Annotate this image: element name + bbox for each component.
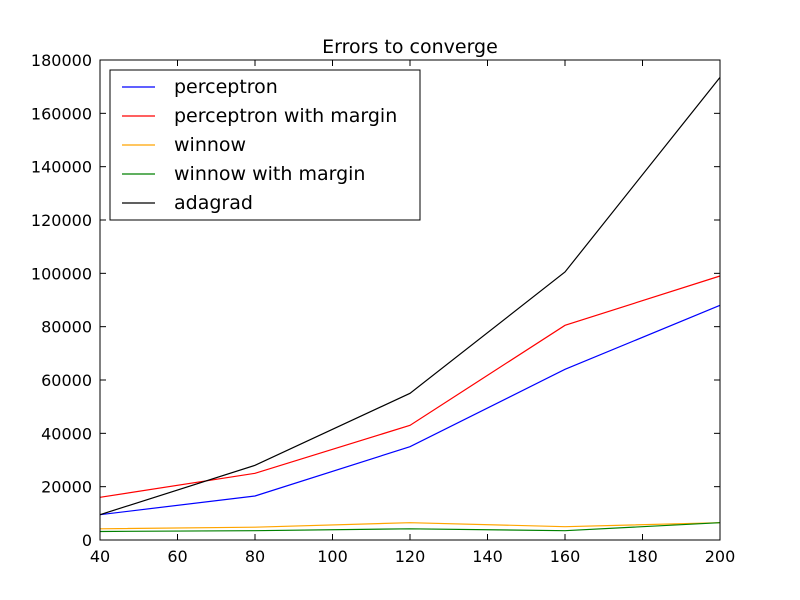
x-tick-label: 40 [90,547,110,566]
x-tick-label: 200 [705,547,736,566]
y-tick-label: 0 [82,531,92,550]
series-line-2 [99,522,721,530]
y-tick-label: 120000 [31,211,92,230]
x-tick-label: 140 [472,547,503,566]
x-tick-label: 80 [245,547,265,566]
series-line-4 [99,76,721,516]
y-tick-label: 160000 [31,104,92,123]
legend-label-1: perceptron with margin [174,105,397,127]
legend-label-4: adagrad [174,192,253,214]
chart-title: Errors to converge [322,36,498,58]
legend-label-3: winnow with margin [174,163,365,185]
legend-label-2: winnow [174,134,246,156]
x-tick-label: 60 [167,547,187,566]
y-tick-label: 40000 [41,424,92,443]
series-line-3 [99,522,721,533]
legend-box [109,69,421,221]
x-tick-label: 120 [395,547,426,566]
series-layer [99,76,721,533]
y-tick-label: 180000 [31,51,92,70]
x-tick-label: 180 [627,547,658,566]
axes-layer: 40 60 80 100 120 140 160 180 200 0 20000 40000 60000… [31,51,735,566]
y-tick-label: 60000 [41,371,92,390]
x-tick-label: 160 [550,547,581,566]
legend-label-0: perceptron [174,76,278,98]
y-tick-label: 80000 [41,318,92,337]
y-tick-label: 100000 [31,264,92,283]
x-tick-label: 100 [317,547,348,566]
legend: perceptron perceptron with margin winnow wi… [109,69,421,221]
y-tick-label: 20000 [41,478,92,497]
series-line-1 [99,275,721,498]
y-tick-label: 140000 [31,158,92,177]
series-line-0 [99,304,721,516]
